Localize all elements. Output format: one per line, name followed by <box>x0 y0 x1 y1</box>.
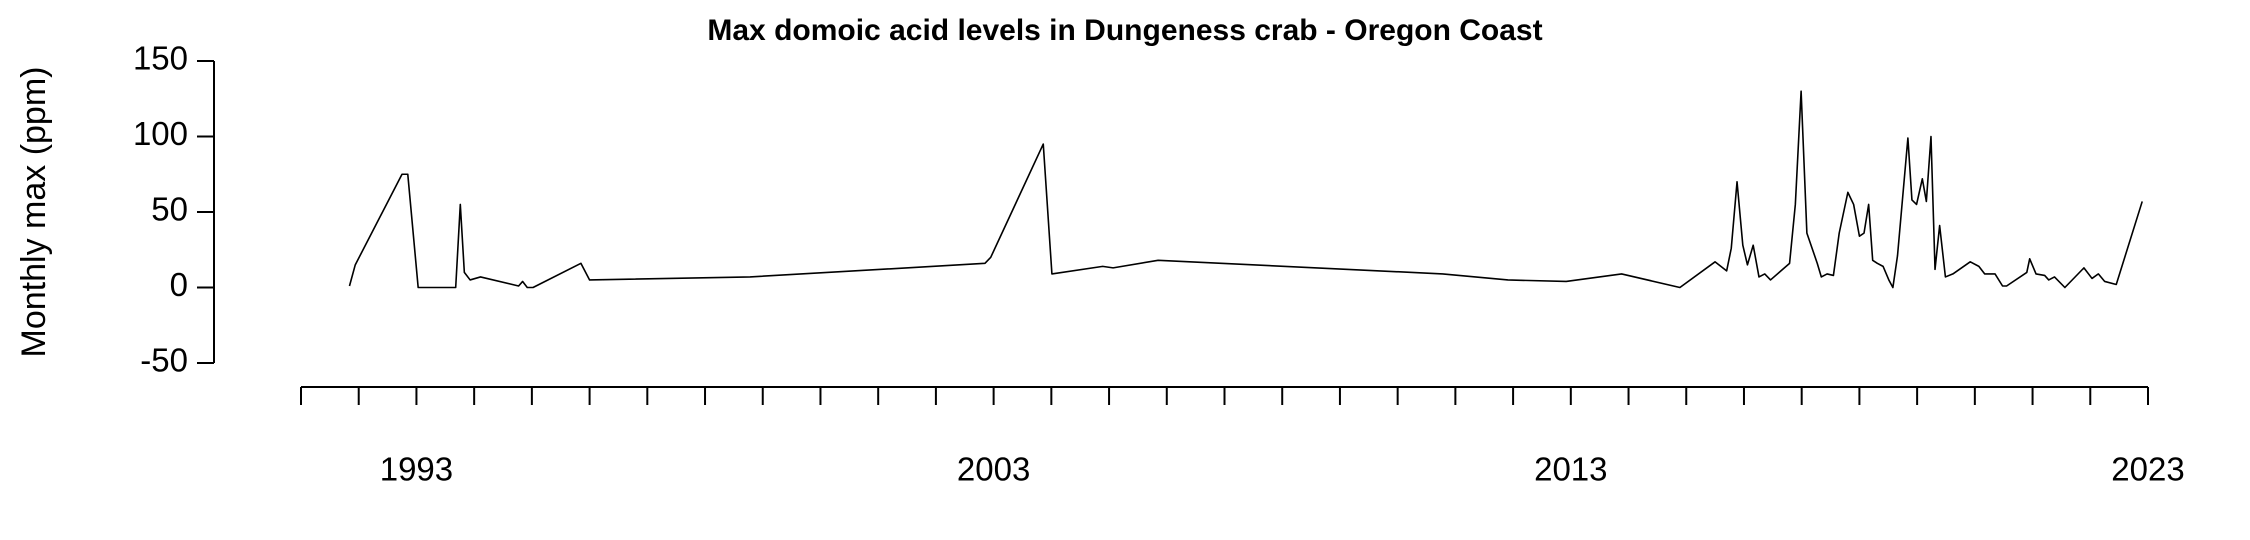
y-tick-label: 0 <box>170 266 188 303</box>
y-tick-label: -50 <box>140 342 188 379</box>
x-tick-label: 2003 <box>957 451 1030 488</box>
y-tick-label: 50 <box>151 191 188 228</box>
x-tick-label: 2013 <box>1534 451 1607 488</box>
chart-title: Max domoic acid levels in Dungeness crab… <box>707 14 1542 47</box>
y-tick-label: 100 <box>133 115 188 152</box>
y-axis-label: Monthly max (ppm) <box>15 67 53 358</box>
y-tick-label: 150 <box>133 40 188 77</box>
x-tick-label: 2023 <box>2111 451 2184 488</box>
x-tick-label: 1993 <box>380 451 453 488</box>
data-line <box>348 90 2143 289</box>
